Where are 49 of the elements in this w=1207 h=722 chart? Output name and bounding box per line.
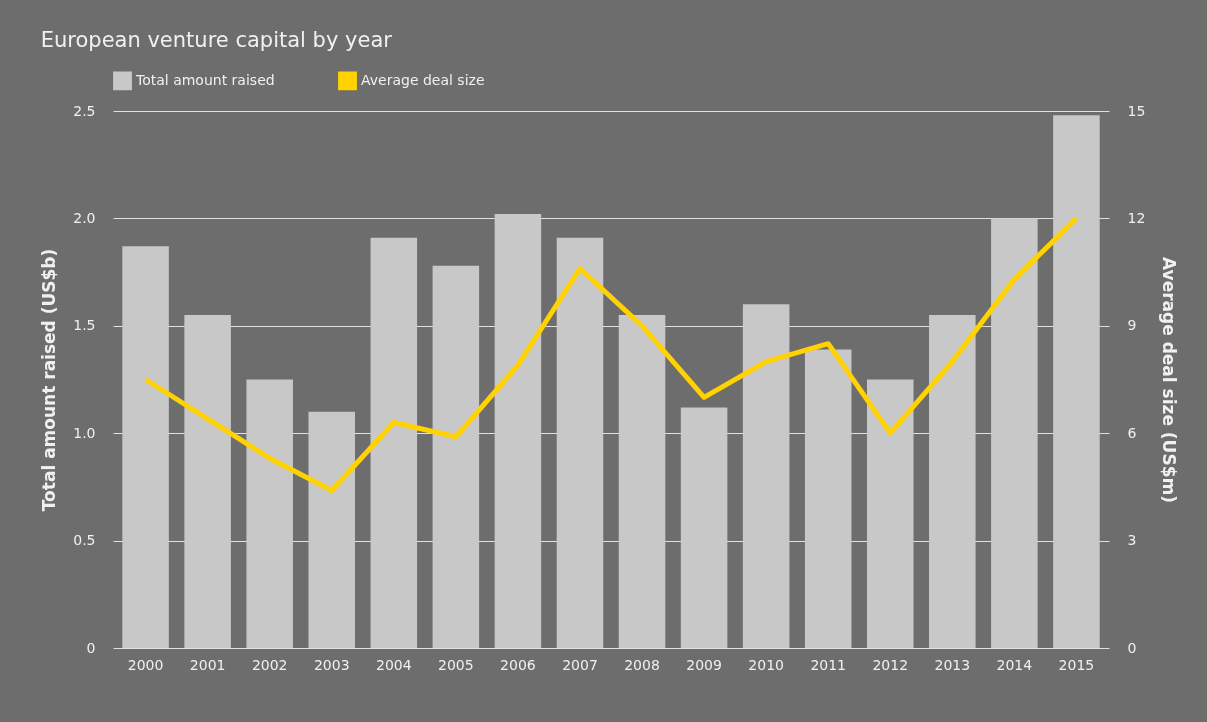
x-tick-label: 2015 [1058,656,1095,673]
x-tick-label: 2003 [313,656,350,673]
bar [370,237,418,648]
y-axis-title: Total amount raised (US$b) [39,248,60,512]
bar [556,237,604,648]
y2-tick-label: 6 [1127,424,1137,441]
y2-tick-label: 0 [1127,639,1137,656]
y-tick-label: 0 [86,639,96,656]
bar [246,379,293,648]
y2-tick-label: 3 [1127,532,1137,549]
legend-label: Average deal size [361,71,485,88]
y-tick-label: 1.5 [73,317,96,334]
x-tick-label: 2006 [500,656,536,673]
x-tick-label: 2007 [562,656,598,673]
x-tick-label: 2012 [872,656,909,673]
y-tick-label: 0.5 [73,532,96,549]
y2-tick-label: 9 [1127,317,1137,334]
y-tick-label: 2.5 [73,102,96,119]
bar [122,246,169,648]
x-tick-label: 2009 [686,656,722,673]
bar [991,218,1038,648]
bar [494,214,542,648]
bar [432,265,480,648]
x-tick-label: 2000 [127,656,164,673]
x-tick-label: 2002 [251,656,288,673]
y-tick-label: 1.0 [73,424,96,441]
x-tick-label: 2004 [375,656,412,673]
chart-title: European venture capital by year [40,28,393,52]
y2-tick-label: 12 [1127,209,1146,226]
bar [680,407,728,648]
x-tick-label: 2010 [748,656,784,673]
x-tick-label: 2014 [996,656,1033,673]
bar [866,379,914,648]
bar [804,349,852,648]
legend-label: Total amount raised [135,71,275,88]
bar [308,411,356,648]
bar [1053,115,1100,648]
x-tick-label: 2011 [810,656,847,673]
y2-tick-label: 15 [1127,102,1146,119]
bar [618,315,666,648]
bar [742,304,790,648]
bar [929,315,976,648]
y2-axis-title: Average deal size (US$m) [1159,257,1180,503]
y-tick-label: 2.0 [73,209,96,226]
x-tick-label: 2008 [624,656,660,673]
x-tick-label: 2005 [438,656,474,673]
x-tick-label: 2001 [189,656,226,673]
x-tick-label: 2013 [934,656,971,673]
bar [184,315,231,648]
